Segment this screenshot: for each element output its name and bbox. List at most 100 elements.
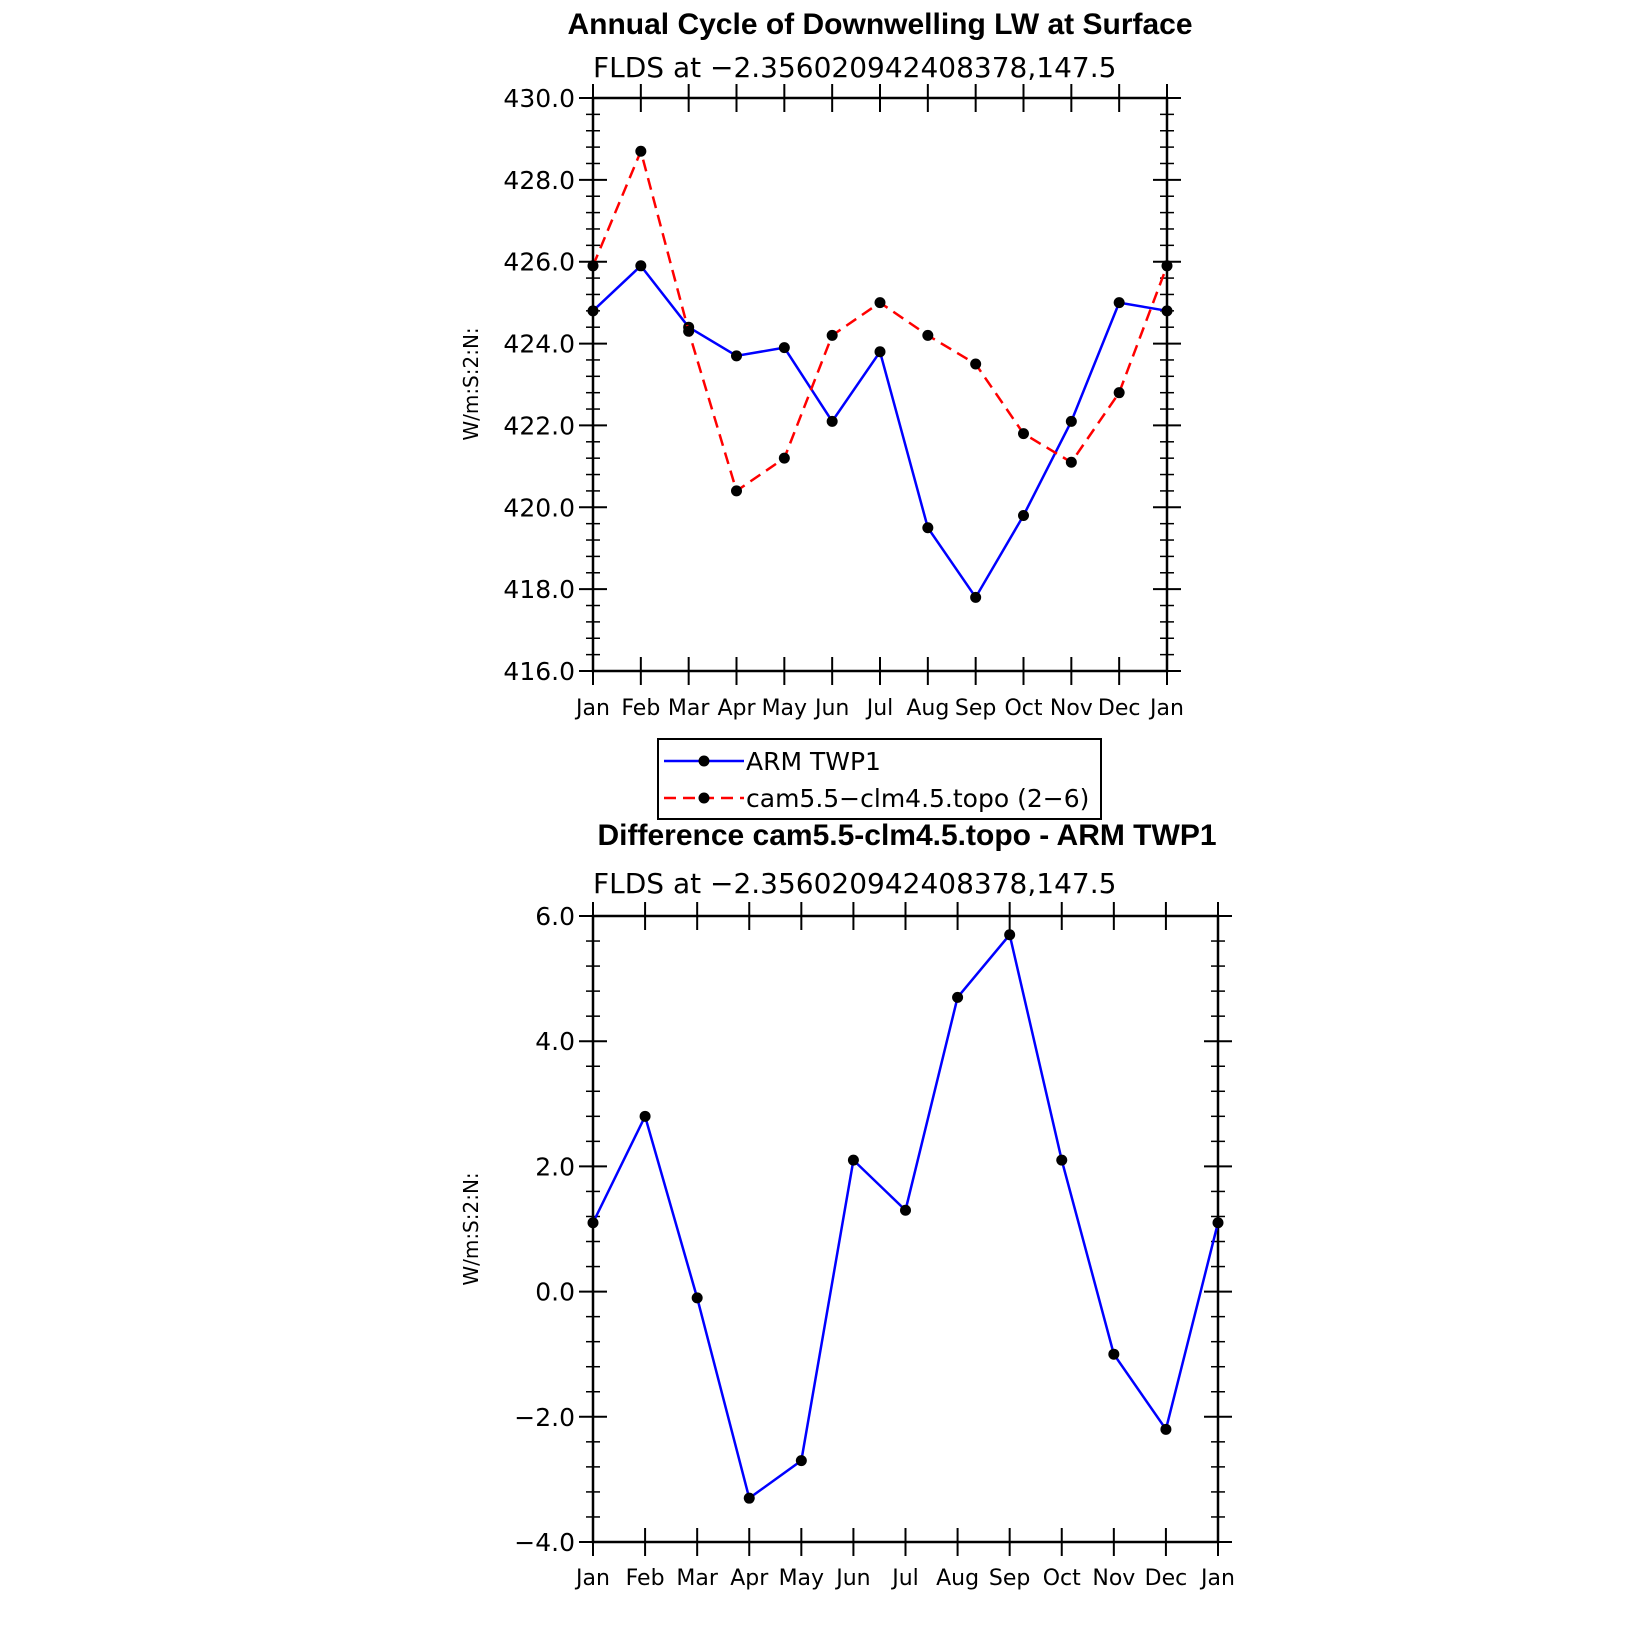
y-axis-label: W/m:S:2:N: (459, 1172, 483, 1285)
legend-label: ARM TWP1 (746, 747, 881, 776)
data-point (874, 346, 886, 358)
legend-marker (698, 792, 710, 804)
legend-label: cam5.5−clm4.5.topo (2−6) (746, 784, 1089, 813)
x-tick-label: Jan (574, 1566, 610, 1591)
y-tick-label: 420.0 (503, 493, 575, 522)
plot-frame (591, 96, 1169, 673)
data-point (683, 325, 695, 337)
data-point (778, 452, 790, 464)
legend: ARM TWP1 cam5.5−clm4.5.topo (2−6) (657, 738, 1102, 820)
data-point (731, 485, 742, 497)
y-tick-label: 426.0 (503, 248, 575, 277)
x-tick-label: Nov (1092, 1566, 1135, 1591)
y-tick-label: 430.0 (503, 84, 575, 113)
y-tick-label: −4.0 (514, 1528, 575, 1557)
x-tick-label: Apr (717, 696, 756, 721)
x-tick-label: Jun (834, 1566, 870, 1591)
data-point (743, 1492, 755, 1504)
data-point (1113, 297, 1125, 309)
data-point (1018, 428, 1029, 440)
legend-marker (698, 755, 710, 767)
y-tick-label: 0.0 (535, 1278, 575, 1307)
data-point (795, 1455, 807, 1467)
data-point (1160, 1423, 1172, 1435)
y-tick-label: 422.0 (503, 411, 575, 440)
x-tick-label: Sep (989, 1566, 1030, 1591)
data-point (970, 591, 982, 603)
x-tick-label: Feb (621, 696, 660, 721)
y-tick-label: 6.0 (535, 902, 575, 931)
x-tick-label: Nov (1050, 696, 1093, 721)
chart-subtitle: FLDS at −2.356020942408378,147.5 (593, 51, 1116, 84)
data-point (1108, 1348, 1120, 1360)
data-point (1056, 1154, 1068, 1166)
x-tick-label: Dec (1145, 1566, 1188, 1591)
data-point (874, 297, 886, 309)
data-point (1161, 260, 1173, 272)
x-tick-label: Apr (730, 1566, 769, 1591)
chart-2: Difference cam5.5-clm4.5.topo - ARM TWP1… (459, 819, 1235, 1591)
data-point (1018, 509, 1029, 521)
data-point (970, 358, 982, 370)
data-point (826, 415, 838, 427)
y-tick-label: 4.0 (535, 1027, 575, 1056)
chart-subtitle: FLDS at −2.356020942408378,147.5 (593, 867, 1116, 900)
data-point (847, 1154, 859, 1166)
data-point (778, 342, 790, 354)
x-tick-label: Mar (668, 696, 710, 721)
data-point (900, 1204, 911, 1216)
series-1 (587, 260, 1173, 603)
x-tick-label: Dec (1098, 696, 1141, 721)
y-tick-label: 418.0 (503, 575, 575, 604)
series-line (591, 932, 1220, 1501)
data-point (1065, 415, 1077, 427)
data-point (1212, 1217, 1224, 1229)
x-tick-label: May (779, 1566, 824, 1591)
x-tick-label: Sep (955, 696, 996, 721)
x-tick-label: Aug (936, 1566, 979, 1591)
data-point (639, 1110, 651, 1122)
data-point (1065, 456, 1077, 468)
data-point (1113, 387, 1125, 399)
x-tick-label: Aug (906, 696, 949, 721)
chart-title: Difference cam5.5-clm4.5.topo - ARM TWP1 (597, 819, 1216, 852)
x-tick-label: Mar (676, 1566, 718, 1591)
series-1 (587, 929, 1224, 1504)
x-tick-label: Jun (813, 696, 849, 721)
series-line (591, 147, 1169, 493)
x-tick-label: Oct (1043, 1566, 1081, 1591)
y-axis-label: W/m:S:2:N: (459, 327, 483, 440)
data-point (922, 522, 934, 534)
data-point (635, 260, 647, 272)
data-point (587, 1217, 599, 1229)
data-point (826, 329, 838, 341)
data-point (635, 145, 647, 157)
y-tick-label: −2.0 (514, 1403, 575, 1432)
y-tick-label: 2.0 (535, 1152, 575, 1181)
series-2 (587, 145, 1173, 497)
data-point (731, 350, 742, 362)
x-tick-label: Jul (865, 696, 894, 721)
x-tick-label: Jan (1199, 1566, 1235, 1591)
x-tick-label: Feb (626, 1566, 665, 1591)
x-tick-label: May (762, 696, 807, 721)
chart-1: Annual Cycle of Downwelling LW at Surfac… (459, 8, 1193, 721)
y-tick-label: 416.0 (503, 657, 575, 686)
legend-box (657, 738, 1102, 820)
y-tick-label: 424.0 (503, 330, 575, 359)
x-tick-label: Oct (1004, 696, 1042, 721)
data-point (587, 260, 599, 272)
x-tick-label: Jan (1148, 696, 1184, 721)
data-point (691, 1292, 703, 1304)
y-tick-label: 428.0 (503, 166, 575, 195)
data-point (922, 329, 934, 341)
data-point (1161, 305, 1173, 317)
x-tick-label: Jan (574, 696, 610, 721)
series-line (592, 263, 1168, 600)
data-point (1004, 929, 1016, 941)
data-point (587, 305, 599, 317)
data-point (952, 991, 964, 1003)
x-tick-label: Jul (890, 1566, 919, 1591)
plot-frame (591, 914, 1220, 1544)
